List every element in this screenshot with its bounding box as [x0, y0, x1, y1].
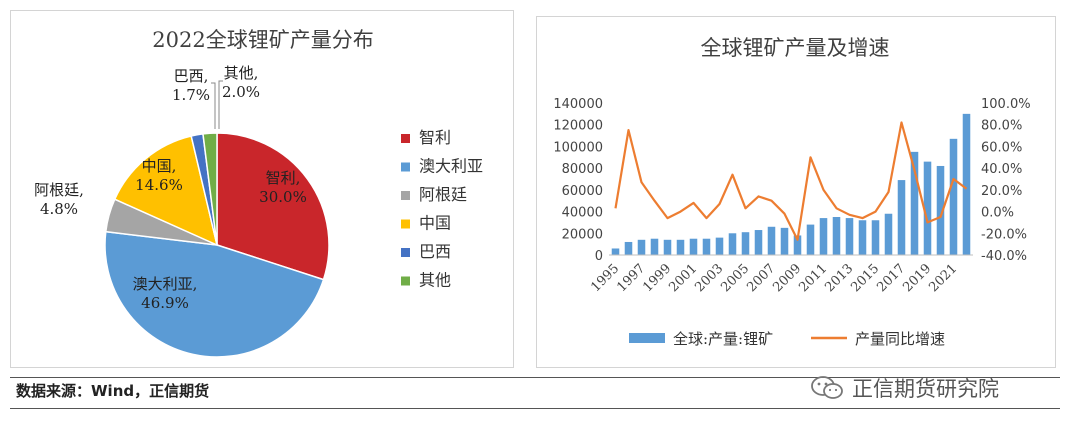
right-axis-tick-7: 100.0% — [981, 97, 1031, 112]
pie-label-4: 巴西, 1.7% — [172, 67, 210, 104]
x-tick-2017: 2017 — [874, 261, 908, 295]
right-axis-tick-3: 20.0% — [981, 184, 1022, 199]
pie-legend-label-4: 巴西 — [419, 242, 451, 261]
pie-slice-3 — [113, 135, 219, 247]
pie-legend-label-0: 智利 — [419, 128, 451, 147]
bar-2001 — [689, 238, 698, 255]
bar-2008 — [780, 227, 789, 255]
pie-slice-5 — [202, 132, 218, 246]
pie-chart-title: 2022全球锂矿产量分布 — [152, 28, 373, 52]
bar-2011 — [819, 218, 828, 255]
pie-label-5: 其他, 2.0% — [222, 64, 260, 101]
bar-2004 — [728, 233, 737, 255]
left-axis-tick-7: 140000 — [553, 97, 603, 112]
left-axis-tick-2: 40000 — [562, 206, 603, 221]
watermark: 正信期货研究院 — [810, 372, 999, 404]
pie-label-0: 智利, 30.0% — [259, 169, 307, 206]
x-tick-2019: 2019 — [900, 261, 934, 295]
bar-2003 — [715, 237, 724, 255]
pie-chart-panel: 2022全球锂矿产量分布 智利, 30.0% 澳大利亚, 46.9% 阿根廷, 4.8% 中… — [10, 10, 514, 368]
left-axis-tick-3: 60000 — [562, 184, 603, 199]
bar-2013 — [845, 218, 854, 255]
pie-legend-swatch-2 — [401, 191, 410, 200]
bar-1995 — [611, 248, 620, 255]
bar-2016 — [884, 213, 893, 255]
footer-bottom-rule — [10, 408, 1060, 409]
right-axis-tick-2: 0.0% — [981, 206, 1014, 221]
bar-2000 — [676, 239, 685, 255]
bar-2012 — [832, 217, 841, 255]
bar-2010 — [806, 224, 815, 255]
bar-2005 — [741, 232, 750, 255]
pie-label-3: 中国, 14.6% — [135, 157, 183, 194]
right-axis-tick-6: 80.0% — [981, 119, 1022, 134]
pie-label-1: 澳大利亚, 46.9% — [133, 275, 198, 312]
x-tick-1999: 1999 — [640, 261, 674, 295]
x-tick-1995: 1995 — [588, 261, 622, 295]
pie-leader-line-other — [218, 80, 223, 129]
bar-1999 — [663, 239, 672, 255]
x-tick-2001: 2001 — [666, 261, 700, 295]
x-tick-2007: 2007 — [744, 261, 778, 295]
bar-2017 — [897, 180, 906, 255]
x-tick-2013: 2013 — [822, 261, 856, 295]
pie-slice-0 — [216, 132, 330, 281]
pie-slice-1 — [104, 230, 325, 358]
wechat-icon — [811, 376, 843, 399]
left-axis-tick-1: 20000 — [562, 227, 603, 242]
pie-legend-swatch-0 — [401, 134, 410, 143]
bar-1997 — [637, 239, 646, 255]
bar-2009 — [793, 235, 802, 255]
bar-2020 — [936, 165, 945, 255]
bar-2014 — [858, 220, 867, 255]
left-axis-tick-5: 100000 — [553, 140, 603, 155]
right-axis-tick-4: 40.0% — [981, 162, 1022, 177]
legend-label-line: 产量同比增速 — [855, 330, 945, 348]
pie-label-2: 阿根廷, 4.8% — [34, 181, 84, 218]
x-tick-2009: 2009 — [770, 261, 804, 295]
bar-2006 — [754, 230, 763, 255]
pie-leader-line-brazil — [211, 82, 216, 129]
x-tick-2015: 2015 — [848, 261, 882, 295]
combo-chart: 全球锂矿产量及增速 0 20000 40000 60000 80000 100000 120… — [553, 36, 1031, 348]
pie-legend-label-3: 中国 — [419, 214, 451, 233]
bar-2007 — [767, 226, 776, 255]
pie-legend-swatch-1 — [401, 162, 410, 172]
pie-legend-swatch-3 — [401, 219, 410, 229]
x-tick-2005: 2005 — [718, 261, 752, 295]
data-source-note: 数据来源：Wind，正信期货 — [16, 382, 210, 400]
bar-2018 — [910, 151, 919, 255]
legend-swatch-bar — [629, 333, 665, 343]
bar-2019 — [923, 161, 932, 255]
footer-top-rule — [10, 377, 1060, 378]
pie-legend-label-1: 澳大利亚 — [419, 157, 483, 176]
bar-1996 — [624, 241, 633, 255]
pie-legend-label-2: 阿根廷 — [419, 185, 467, 204]
x-tick-2021: 2021 — [926, 261, 960, 295]
left-axis-tick-6: 120000 — [553, 119, 603, 134]
bar-2015 — [871, 220, 880, 255]
left-axis-tick-0: 0 — [595, 249, 603, 264]
growth-line — [614, 121, 968, 241]
left-axis-tick-4: 80000 — [562, 162, 603, 177]
watermark-text: 正信期货研究院 — [852, 377, 999, 401]
right-axis-tick-5: 60.0% — [981, 140, 1022, 155]
pie-legend-swatch-4 — [401, 248, 410, 257]
pie-chart: 2022全球锂矿产量分布 智利, 30.0% 澳大利亚, 46.9% 阿根廷, 4.8% 中… — [34, 28, 483, 358]
combo-chart-panel: 全球锂矿产量及增速 0 20000 40000 60000 80000 100000 120… — [536, 16, 1056, 368]
x-tick-2003: 2003 — [692, 261, 726, 295]
bar-2002 — [702, 238, 711, 255]
bar-2021 — [949, 138, 958, 255]
legend-label-bar: 全球:产量:锂矿 — [673, 330, 773, 348]
pie-legend-swatch-5 — [401, 276, 410, 286]
x-tick-1997: 1997 — [614, 261, 648, 295]
pie-legend-label-5: 其他 — [419, 271, 451, 290]
bar-1998 — [650, 238, 659, 255]
combo-chart-title: 全球锂矿产量及增速 — [701, 36, 890, 60]
x-tick-2011: 2011 — [796, 261, 830, 295]
right-axis-tick-0: -40.0% — [981, 249, 1027, 264]
bar-2022 — [962, 113, 971, 255]
right-axis-tick-1: -20.0% — [981, 227, 1027, 242]
